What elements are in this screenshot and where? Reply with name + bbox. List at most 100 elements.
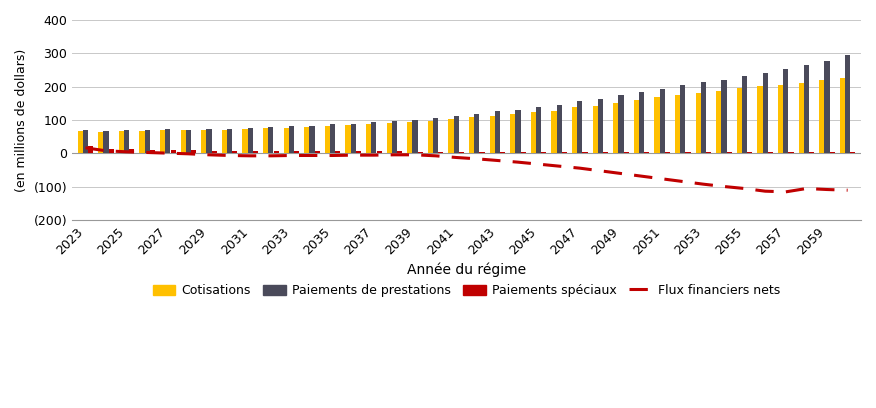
Bar [592,106,597,153]
Bar [145,131,150,153]
Bar [469,118,474,153]
Bar [83,130,88,153]
Bar [597,99,603,153]
Bar [681,85,685,153]
Bar [253,151,258,153]
Bar [304,127,309,153]
Bar [520,152,526,153]
Bar [201,130,207,153]
Bar [191,151,196,153]
Bar [166,129,171,153]
Bar [783,69,788,153]
Bar [407,122,413,153]
Bar [171,150,176,153]
Bar [227,129,232,153]
Bar [366,124,371,153]
Y-axis label: (en millions de dollars): (en millions de dollars) [15,49,28,192]
Bar [243,129,248,153]
Bar [819,80,824,153]
Bar [103,131,109,153]
Bar [325,126,330,153]
Bar [180,131,186,153]
Bar [583,152,588,153]
Bar [742,76,747,153]
Bar [386,124,392,153]
Bar [830,152,835,153]
Bar [778,85,783,153]
Bar [809,152,814,153]
Bar [350,124,356,153]
Bar [603,152,608,153]
Bar [294,151,300,153]
Bar [747,152,752,153]
Bar [371,122,377,153]
X-axis label: Année du régime: Année du régime [407,262,526,277]
Bar [495,111,500,153]
Bar [727,152,731,153]
Bar [717,91,721,153]
Bar [98,132,103,153]
Bar [577,101,583,153]
Bar [665,152,670,153]
Bar [799,83,804,153]
Bar [510,114,515,153]
Bar [392,121,397,153]
Bar [336,151,341,153]
Bar [851,152,856,153]
Bar [654,98,660,153]
Bar [737,88,742,153]
Bar [345,125,350,153]
Bar [490,116,495,153]
Bar [314,151,320,153]
Bar [124,130,129,153]
Bar [686,152,690,153]
Bar [531,113,536,153]
Bar [768,152,773,153]
Bar [788,152,794,153]
Bar [706,152,711,153]
Bar [500,152,505,153]
Bar [459,152,464,153]
Bar [758,86,762,153]
Bar [634,100,639,153]
Bar [222,130,227,153]
Bar [763,73,767,153]
Bar [186,130,191,153]
Bar [212,151,217,153]
Bar [284,128,289,153]
Bar [289,126,294,153]
Bar [804,65,809,153]
Bar [418,152,423,153]
Bar [613,103,618,153]
Bar [397,151,402,153]
Bar [722,80,726,153]
Bar [119,131,124,153]
Legend: Cotisations, Paiements de prestations, Paiements spéciaux, Flux financiers nets: Cotisations, Paiements de prestations, P… [148,279,786,302]
Bar [845,55,851,153]
Bar [268,127,273,153]
Bar [536,107,541,153]
Bar [556,105,562,153]
Bar [562,152,567,153]
Bar [696,93,701,153]
Bar [618,95,624,153]
Bar [273,151,279,153]
Bar [309,126,314,153]
Bar [474,114,479,153]
Bar [438,152,443,153]
Bar [515,110,520,153]
Bar [150,150,155,153]
Bar [572,107,577,153]
Bar [624,152,629,153]
Bar [232,151,237,153]
Bar [356,151,361,153]
Bar [479,152,484,153]
Bar [644,152,649,153]
Bar [551,111,556,153]
Bar [130,149,134,153]
Bar [449,119,454,153]
Bar [207,129,212,153]
Bar [454,116,459,153]
Bar [639,92,644,153]
Bar [413,120,418,153]
